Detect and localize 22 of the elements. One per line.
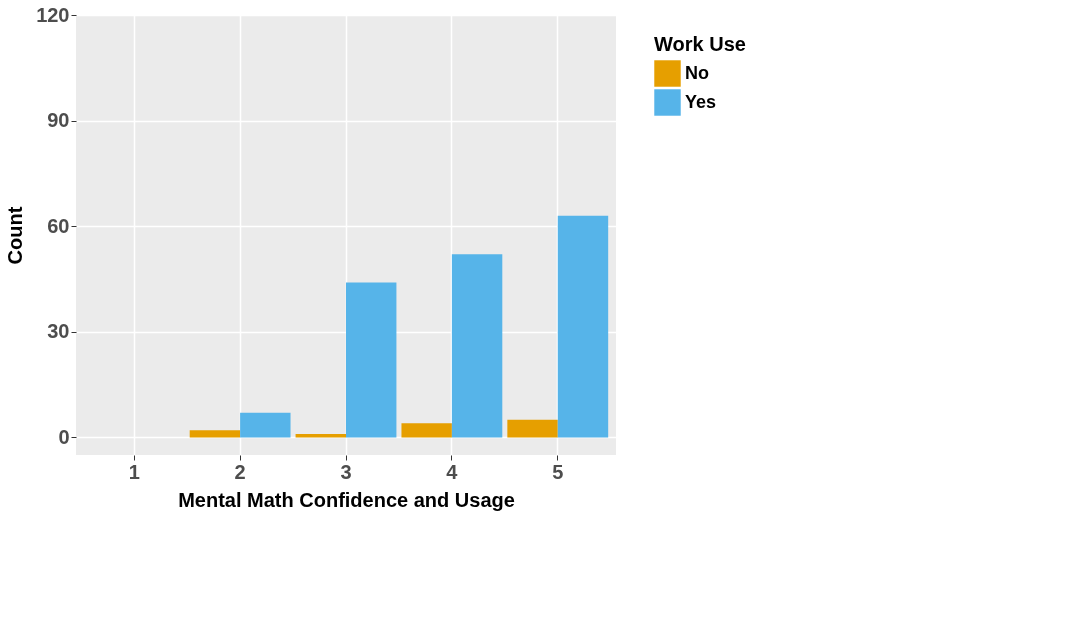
bar xyxy=(451,254,503,438)
y-tick-label: 120 xyxy=(36,3,70,26)
x-tick-label: 1 xyxy=(128,460,140,483)
bar xyxy=(557,215,609,438)
legend-label: Yes xyxy=(685,91,717,112)
x-tick-label: 2 xyxy=(234,460,246,483)
x-tick-label: 5 xyxy=(552,460,564,483)
bar xyxy=(189,430,241,438)
y-tick-label: 90 xyxy=(47,109,70,132)
y-tick-label: 30 xyxy=(47,320,70,343)
bar xyxy=(507,419,558,438)
legend-label: No xyxy=(685,62,709,83)
x-axis-title: Mental Math Confidence and Usage xyxy=(178,488,515,511)
y-tick-label: 0 xyxy=(58,425,70,448)
bar xyxy=(401,423,452,438)
y-tick-label: 60 xyxy=(47,214,70,237)
y-axis-title: Count xyxy=(4,206,27,265)
legend-title: Work Use xyxy=(654,33,746,55)
bar xyxy=(240,412,291,438)
x-tick-label: 4 xyxy=(446,460,459,483)
bar xyxy=(346,282,397,438)
x-tick-label: 3 xyxy=(340,460,352,483)
